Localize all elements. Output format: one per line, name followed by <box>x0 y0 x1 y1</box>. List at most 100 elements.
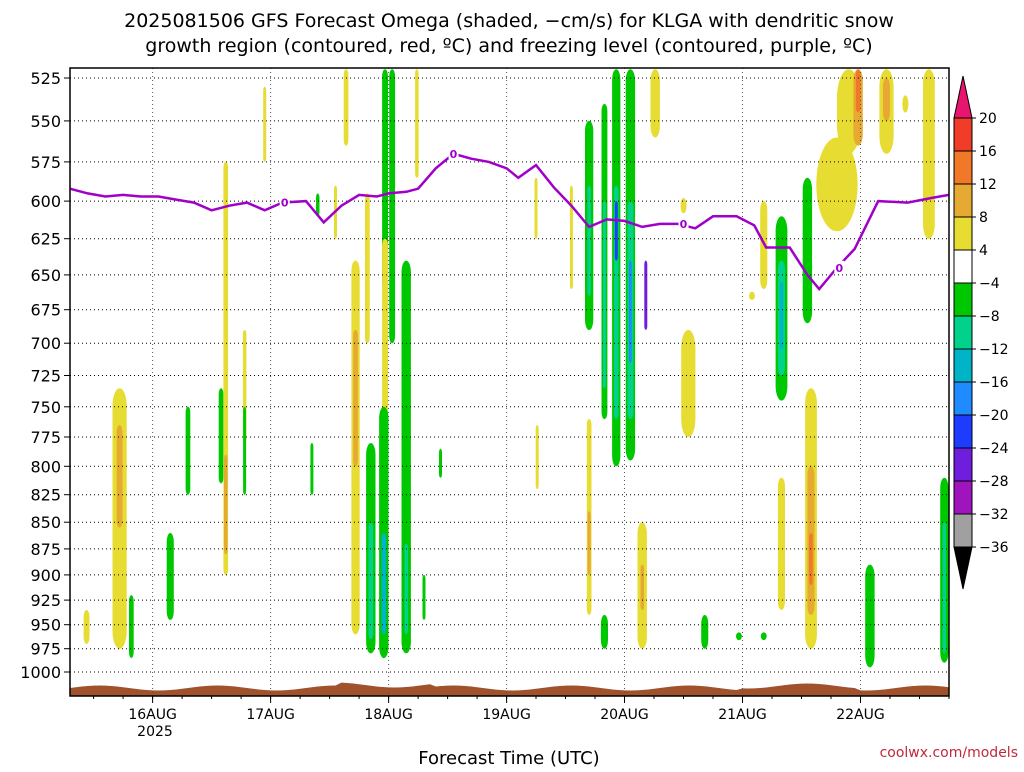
omega-region-47 <box>644 260 648 330</box>
omega-region-26 <box>381 533 387 635</box>
y-tick-label-900: 900 <box>30 566 61 585</box>
colorbar-label-6: −8 <box>979 309 1000 325</box>
y-tick-label-825: 825 <box>30 486 61 505</box>
terrain-fill <box>70 682 949 696</box>
colorbar-label-13: −36 <box>979 540 1009 556</box>
omega-region-36 <box>587 185 591 296</box>
y-tick-label-575: 575 <box>30 153 61 172</box>
colorbar-bin-2 <box>953 150 973 185</box>
chart-title-line-2: growth region (contoured, red, ºC) and f… <box>145 35 872 57</box>
omega-region-13 <box>316 193 320 217</box>
omega-region-19 <box>365 193 370 344</box>
omega-region-70 <box>855 69 861 113</box>
omega-region-54 <box>701 615 709 649</box>
omega-region-31 <box>439 448 442 478</box>
y-tick-label-875: 875 <box>30 540 61 559</box>
omega-region-3 <box>129 595 134 658</box>
freezing-label-bg-0 <box>279 195 290 208</box>
colorbar-bin-3 <box>953 183 973 218</box>
colorbar-label-8: −16 <box>979 375 1009 391</box>
colorbar-label-11: −28 <box>979 474 1009 490</box>
colorbar-bin-6 <box>953 282 973 317</box>
omega-region-62 <box>777 477 785 610</box>
colorbar-bin-9 <box>953 381 973 416</box>
omega-region-6 <box>185 406 191 495</box>
freezing-level-line <box>70 152 949 291</box>
plot-frame <box>69 67 950 697</box>
omega-region-18 <box>353 329 358 467</box>
omega-region-32 <box>534 177 538 239</box>
freezing-level-label-3: 0 <box>835 262 843 275</box>
y-tick-label-1000: 1000 <box>20 663 61 682</box>
y-tick-label-725: 725 <box>30 367 61 386</box>
x-tick-label-16AUG: 16AUG <box>128 707 177 723</box>
omega-region-38 <box>587 511 591 575</box>
colorbar-arrow-bottom <box>953 546 973 590</box>
colorbar-label-4: 4 <box>979 243 988 259</box>
colorbar-label-12: −32 <box>979 507 1009 523</box>
omega-region-11 <box>243 406 247 495</box>
omega-region-2 <box>83 610 90 644</box>
omega-region-50 <box>640 564 644 611</box>
colorbar: 20 16 12 8 4 −4 −8 −12 −16 −20 −24 −28 −32 −36 <box>953 75 1009 590</box>
omega-region-48 <box>600 615 608 649</box>
colorbar-label-9: −20 <box>979 408 1009 424</box>
freezing-label-bg-2 <box>678 216 689 229</box>
time-axis: 16AUG 17AUG 18AUG 19AUG 20AUG 21AUG 22AUG <box>93 696 950 723</box>
x-tick-label-19AUG: 19AUG <box>482 707 531 723</box>
colorbar-bin-11 <box>953 447 973 482</box>
colorbar-bin-10 <box>953 414 973 449</box>
freezing-label-bg-1 <box>448 146 459 159</box>
x-tick-label-21AUG: 21AUG <box>718 707 767 723</box>
year-label: 2025 <box>137 724 173 740</box>
omega-region-21 <box>382 238 388 419</box>
freezing-level-contour: 0 0 0 0 <box>70 146 949 291</box>
colorbar-bin-4 <box>953 216 973 251</box>
omega-region-27 <box>401 260 411 654</box>
omega-region-53 <box>680 198 687 214</box>
x-tick-label-18AUG: 18AUG <box>364 707 413 723</box>
colorbar-label-3: 8 <box>979 210 988 226</box>
omega-region-12 <box>263 86 267 162</box>
y-tick-label-975: 975 <box>30 640 61 659</box>
omega-region-28 <box>404 543 408 635</box>
y-tick-label-775: 775 <box>30 428 61 447</box>
omega-region-51 <box>650 69 660 138</box>
y-tick-label-650: 650 <box>30 266 61 285</box>
colorbar-label-7: −12 <box>979 342 1009 358</box>
pressure-axis: 525 550 575 600 625 650 675 700 725 750 775 800 825 8… <box>20 69 70 682</box>
y-tick-label-700: 700 <box>30 334 61 353</box>
omega-region-74 <box>902 95 909 113</box>
colorbar-bin-12 <box>953 480 973 515</box>
colorbar-label-1: 16 <box>979 144 997 160</box>
omega-region-20 <box>382 69 388 289</box>
y-tick-label-600: 600 <box>30 192 61 211</box>
y-tick-label-525: 525 <box>30 69 61 88</box>
colorbar-bin-13 <box>953 513 973 548</box>
omega-region-75 <box>923 69 935 239</box>
surface-terrain-layer <box>70 682 949 696</box>
colorbar-bin-5 <box>953 249 973 284</box>
omega-region-58 <box>749 291 755 300</box>
omega-region-5 <box>166 533 174 620</box>
x-tick-label-17AUG: 17AUG <box>246 707 295 723</box>
omega-region-46 <box>628 260 632 363</box>
freezing-level-label-1: 0 <box>450 148 458 161</box>
omega-region-40 <box>603 201 606 389</box>
y-tick-label-625: 625 <box>30 230 61 249</box>
omega-region-73 <box>882 78 890 121</box>
chart-title-line-1: 2025081506 GFS Forecast Omega (shaded, −… <box>124 10 894 32</box>
omega-region-55 <box>736 632 742 641</box>
y-tick-label-925: 925 <box>30 591 61 610</box>
plot-area: 0 0 0 0 <box>69 67 950 697</box>
omega-region-7 <box>218 388 224 484</box>
omega-region-29 <box>415 69 419 178</box>
colorbar-bin-8 <box>953 348 973 383</box>
colorbar-bin-1 <box>953 117 973 152</box>
omega-shading-layer <box>83 69 949 668</box>
x-tick-label-22AUG: 22AUG <box>836 707 885 723</box>
credit-link[interactable]: coolwx.com/models <box>880 745 1018 761</box>
colorbar-label-10: −24 <box>979 441 1009 457</box>
omega-region-52 <box>681 329 696 437</box>
omega-region-1 <box>116 425 123 528</box>
